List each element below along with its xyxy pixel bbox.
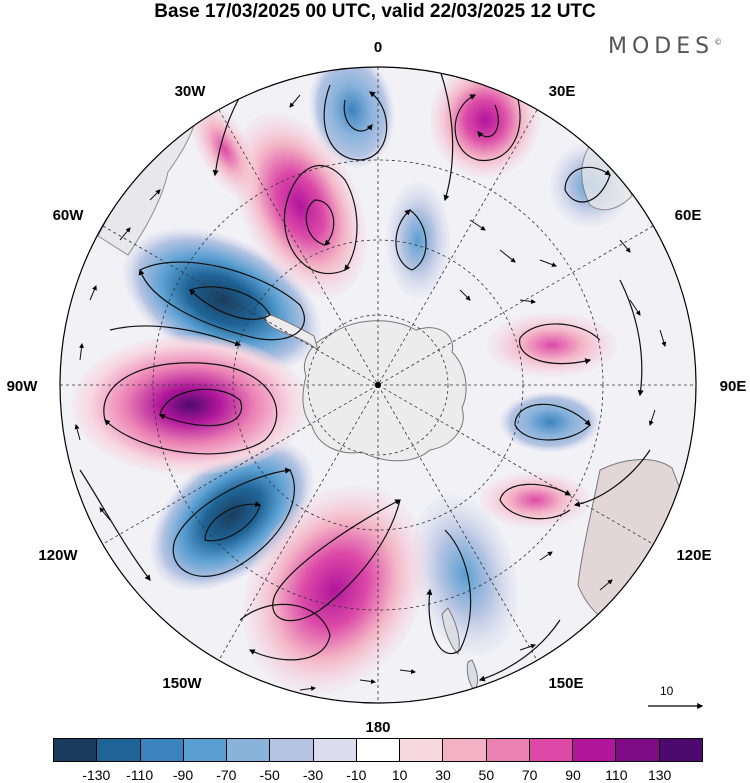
anomaly-cell [243,485,427,695]
colorbar [53,738,703,762]
lon-label-150e: 150E [548,675,583,692]
colorbar-tick-label: -10 [346,767,367,783]
polar-map: 0 30E 60E 90E 120E 150E 180 150W 120W 90… [7,39,747,736]
colorbar-tick-label: -110 [126,767,154,783]
colorbar-segment [572,739,616,761]
lon-label-120e: 120E [676,547,711,564]
colorbar-segment [485,739,529,761]
lon-label-60w: 60W [53,207,85,224]
anomaly-cell [233,112,367,298]
colorbar-ticks: -130 -110 -90 -70 -50 -30 -10 10 30 50 70 90 110 130 [53,767,703,783]
brand-mark: © [714,37,723,47]
colorbar-segment [269,739,313,761]
colorbar-segment [139,739,183,761]
reference-vector-label: 10 [660,684,674,698]
lon-label-90e: 90E [720,378,747,395]
colorbar-tick-label: -70 [216,767,237,783]
colorbar-tick-label: 70 [521,767,538,783]
anomaly-cell [309,67,395,168]
colorbar-segment [312,739,356,761]
colorbar-segment [658,739,702,761]
anomaly-cell [190,100,260,200]
colorbar-segment [355,739,400,761]
colorbar-tick-label: 110 [605,767,628,783]
colorbar-segment [96,739,140,761]
anomaly-cell [480,472,590,528]
colorbar-tick-label: -50 [259,767,280,783]
anomaly-cell [412,494,518,656]
map-boundary [59,66,697,704]
brand-logo: MODES© [608,34,722,59]
colorbar-segment [399,739,443,761]
colorbar-segment [54,739,97,761]
colorbar-segment [226,739,270,761]
anomaly-cell [386,182,450,298]
lon-label-90w: 90W [7,378,39,395]
lon-label-30w: 30W [175,83,207,100]
colorbar-tick-label: -130 [82,767,111,783]
antarctica-landmass [302,320,467,462]
anomaly-cell [72,335,308,475]
lon-label-0: 0 [374,39,382,56]
lon-label-30e: 30E [549,83,576,100]
colorbar-segment [615,739,659,761]
colorbar-tick-label: 50 [478,767,495,783]
lon-label-120w: 120W [38,547,78,564]
colorbar-segment [182,739,227,761]
colorbar-tick-label: -30 [302,767,324,783]
anomaly-cell [500,392,600,452]
colorbar-segment [442,739,486,761]
colorbar-tick-label: -90 [172,767,194,783]
colorbar-tick-label: 10 [391,767,408,783]
anomaly-cell [487,313,617,377]
colorbar-tick-label: 90 [565,767,581,783]
colorbar-tick-label: 30 [435,767,451,783]
colorbar-tick-label: 130 [647,767,672,783]
brand-name: MODES [608,34,715,59]
wind-streamlines [79,69,651,682]
lon-label-180: 180 [365,719,390,736]
colorbar-segment [528,739,573,761]
south-pole-marker [375,382,381,388]
lon-label-60e: 60E [675,207,702,224]
lon-label-150w: 150W [162,675,202,692]
map-title: Base 17/03/2025 00 UTC, valid 22/03/2025… [154,1,596,22]
